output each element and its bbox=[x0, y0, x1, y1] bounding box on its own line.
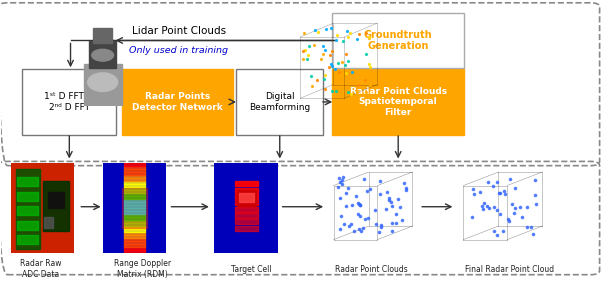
Bar bbox=[42, 181, 69, 231]
Bar bbox=[83, 63, 121, 106]
Bar bbox=[124, 232, 145, 235]
Bar bbox=[124, 175, 145, 178]
Bar bbox=[124, 190, 145, 193]
Text: Radar Points
Detector Network: Radar Points Detector Network bbox=[132, 92, 223, 112]
Bar bbox=[124, 229, 145, 232]
Text: 1ˢᵗ D FFT &
2ⁿᵈ D FFT: 1ˢᵗ D FFT & 2ⁿᵈ D FFT bbox=[44, 92, 94, 112]
Bar bbox=[124, 163, 145, 166]
Ellipse shape bbox=[88, 73, 118, 92]
Bar bbox=[124, 241, 145, 244]
Bar bbox=[235, 226, 257, 231]
Bar bbox=[124, 211, 145, 214]
Bar bbox=[124, 199, 145, 202]
Bar bbox=[124, 184, 145, 187]
FancyBboxPatch shape bbox=[22, 69, 115, 134]
Bar bbox=[93, 28, 112, 43]
Text: Radar Point Clouds
Spatiotemporal
Filter: Radar Point Clouds Spatiotemporal Filter bbox=[350, 87, 447, 117]
Ellipse shape bbox=[92, 49, 114, 61]
Bar bbox=[235, 194, 257, 199]
Bar bbox=[124, 178, 145, 181]
Bar bbox=[124, 181, 145, 184]
Bar bbox=[44, 217, 53, 228]
Text: Target Cell: Target Cell bbox=[231, 265, 271, 273]
Bar bbox=[239, 193, 254, 202]
Bar bbox=[124, 172, 145, 175]
Bar bbox=[124, 166, 145, 169]
Text: Lidar Point Clouds: Lidar Point Clouds bbox=[132, 26, 226, 36]
FancyBboxPatch shape bbox=[121, 69, 233, 134]
Bar bbox=[235, 219, 257, 224]
Bar bbox=[122, 188, 147, 228]
Bar bbox=[16, 169, 40, 249]
Bar bbox=[124, 214, 145, 217]
Bar bbox=[235, 188, 257, 193]
Bar bbox=[48, 192, 64, 208]
Bar bbox=[124, 238, 145, 241]
Bar bbox=[124, 235, 145, 238]
Text: Final Radar Point Cloud: Final Radar Point Cloud bbox=[465, 265, 554, 273]
Bar bbox=[17, 177, 37, 186]
FancyBboxPatch shape bbox=[332, 13, 464, 68]
Bar bbox=[235, 207, 257, 212]
Bar bbox=[124, 169, 145, 172]
Bar bbox=[17, 221, 37, 230]
Bar bbox=[124, 205, 145, 208]
Bar bbox=[124, 193, 145, 196]
Bar bbox=[235, 182, 257, 186]
Bar bbox=[237, 190, 255, 206]
Bar bbox=[235, 213, 257, 218]
Bar bbox=[17, 206, 37, 215]
Bar bbox=[17, 192, 37, 201]
Bar bbox=[124, 223, 145, 226]
Bar bbox=[124, 226, 145, 229]
Bar bbox=[124, 217, 145, 220]
Bar bbox=[124, 250, 145, 253]
FancyBboxPatch shape bbox=[236, 69, 323, 134]
Bar bbox=[124, 247, 145, 250]
Text: Only used in training: Only used in training bbox=[129, 46, 228, 55]
Text: Radar Raw
ADC Data: Radar Raw ADC Data bbox=[20, 259, 61, 279]
Text: Radar Point Clouds: Radar Point Clouds bbox=[335, 265, 408, 273]
Bar bbox=[124, 244, 145, 247]
Bar bbox=[235, 200, 257, 205]
FancyBboxPatch shape bbox=[332, 69, 464, 134]
Bar bbox=[17, 235, 37, 244]
Text: Groundtruth
Generation: Groundtruth Generation bbox=[364, 29, 432, 51]
Bar bbox=[124, 196, 145, 199]
Bar bbox=[89, 41, 116, 68]
Bar bbox=[124, 187, 145, 190]
Bar bbox=[124, 202, 145, 205]
Bar bbox=[124, 220, 145, 223]
Text: Range Doppler
Matrix (RDM): Range Doppler Matrix (RDM) bbox=[114, 259, 172, 279]
Text: Digital
Beamforming: Digital Beamforming bbox=[249, 92, 310, 112]
Bar bbox=[124, 208, 145, 211]
